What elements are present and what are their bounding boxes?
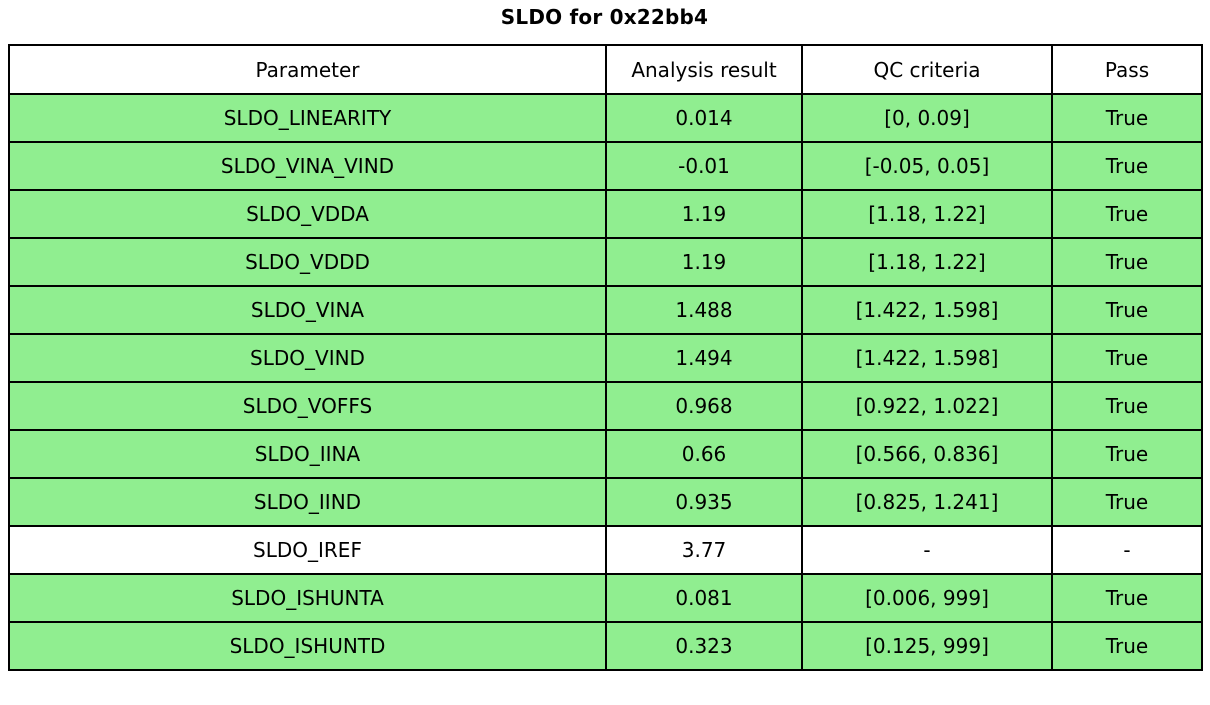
qc-table-header: Parameter Analysis result QC criteria Pa… [8,44,1203,95]
qc-criteria-cell: [0.006, 999] [801,573,1053,623]
table-row: SLDO_ISHUNTA 0.081 [0.006, 999] True [8,573,1203,623]
analysis-result-cell: 1.19 [605,189,803,239]
table-row: SLDO_IINA 0.66 [0.566, 0.836] True [8,429,1203,479]
qc-criteria-cell: [0.566, 0.836] [801,429,1053,479]
qc-criteria-cell: [0, 0.09] [801,93,1053,143]
qc-table-body: SLDO_LINEARITY 0.014 [0, 0.09] True SLDO_VIN… [8,93,1203,671]
pass-cell: True [1051,93,1203,143]
page-title: SLDO for 0x22bb4 [500,5,709,29]
analysis-result-cell: 1.19 [605,237,803,287]
table-row: SLDO_VINA_VIND -0.01 [-0.05, 0.05] True [8,141,1203,191]
table-row: SLDO_VDDD 1.19 [1.18, 1.22] True [8,237,1203,287]
pass-cell: True [1051,285,1203,335]
qc-table: Parameter Analysis result QC criteria Pa… [8,44,1203,671]
parameter-cell: SLDO_ISHUNTA [8,573,607,623]
pass-cell: True [1051,621,1203,671]
qc-criteria-cell: [1.422, 1.598] [801,333,1053,383]
pass-cell: True [1051,141,1203,191]
table-row: SLDO_LINEARITY 0.014 [0, 0.09] True [8,93,1203,143]
qc-criteria-cell: [0.922, 1.022] [801,381,1053,431]
pass-cell: True [1051,477,1203,527]
qc-criteria-cell: [-0.05, 0.05] [801,141,1053,191]
qc-criteria-cell: [1.18, 1.22] [801,237,1053,287]
parameter-cell: SLDO_VINA [8,285,607,335]
pass-cell: True [1051,333,1203,383]
pass-cell: True [1051,189,1203,239]
table-row: SLDO_IIND 0.935 [0.825, 1.241] True [8,477,1203,527]
table-row: SLDO_VDDA 1.19 [1.18, 1.22] True [8,189,1203,239]
parameter-cell: SLDO_IINA [8,429,607,479]
table-row: SLDO_VOFFS 0.968 [0.922, 1.022] True [8,381,1203,431]
header-row: Parameter Analysis result QC criteria Pa… [8,44,1203,95]
analysis-result-cell: 0.323 [605,621,803,671]
parameter-cell: SLDO_VDDA [8,189,607,239]
analysis-result-cell: 0.935 [605,477,803,527]
pass-cell: True [1051,429,1203,479]
analysis-result-cell: 0.968 [605,381,803,431]
pass-cell: True [1051,573,1203,623]
parameter-cell: SLDO_IIND [8,477,607,527]
qc-criteria-cell: [0.825, 1.241] [801,477,1053,527]
parameter-cell: SLDO_IREF [8,525,607,575]
table-row: SLDO_VINA 1.488 [1.422, 1.598] True [8,285,1203,335]
pass-cell: True [1051,237,1203,287]
parameter-cell: SLDO_VINA_VIND [8,141,607,191]
analysis-result-cell: 3.77 [605,525,803,575]
analysis-result-cell: 1.494 [605,333,803,383]
column-header-qc-criteria: QC criteria [801,44,1053,95]
qc-criteria-cell: [1.422, 1.598] [801,285,1053,335]
parameter-cell: SLDO_VDDD [8,237,607,287]
column-header-pass: Pass [1051,44,1203,95]
table-row: SLDO_VIND 1.494 [1.422, 1.598] True [8,333,1203,383]
pass-cell: - [1051,525,1203,575]
parameter-cell: SLDO_VIND [8,333,607,383]
parameter-cell: SLDO_ISHUNTD [8,621,607,671]
table-row: SLDO_ISHUNTD 0.323 [0.125, 999] True [8,621,1203,671]
analysis-result-cell: -0.01 [605,141,803,191]
table-row: SLDO_IREF 3.77- - [8,525,1203,575]
analysis-result-cell: 0.014 [605,93,803,143]
column-header-parameter: Parameter [8,44,607,95]
column-header-analysis-result: Analysis result [605,44,803,95]
parameter-cell: SLDO_VOFFS [8,381,607,431]
qc-criteria-cell: - [801,525,1053,575]
analysis-result-cell: 0.66 [605,429,803,479]
parameter-cell: SLDO_LINEARITY [8,93,607,143]
qc-criteria-cell: [0.125, 999] [801,621,1053,671]
qc-criteria-cell: [1.18, 1.22] [801,189,1053,239]
pass-cell: True [1051,381,1203,431]
analysis-result-cell: 0.081 [605,573,803,623]
analysis-result-cell: 1.488 [605,285,803,335]
